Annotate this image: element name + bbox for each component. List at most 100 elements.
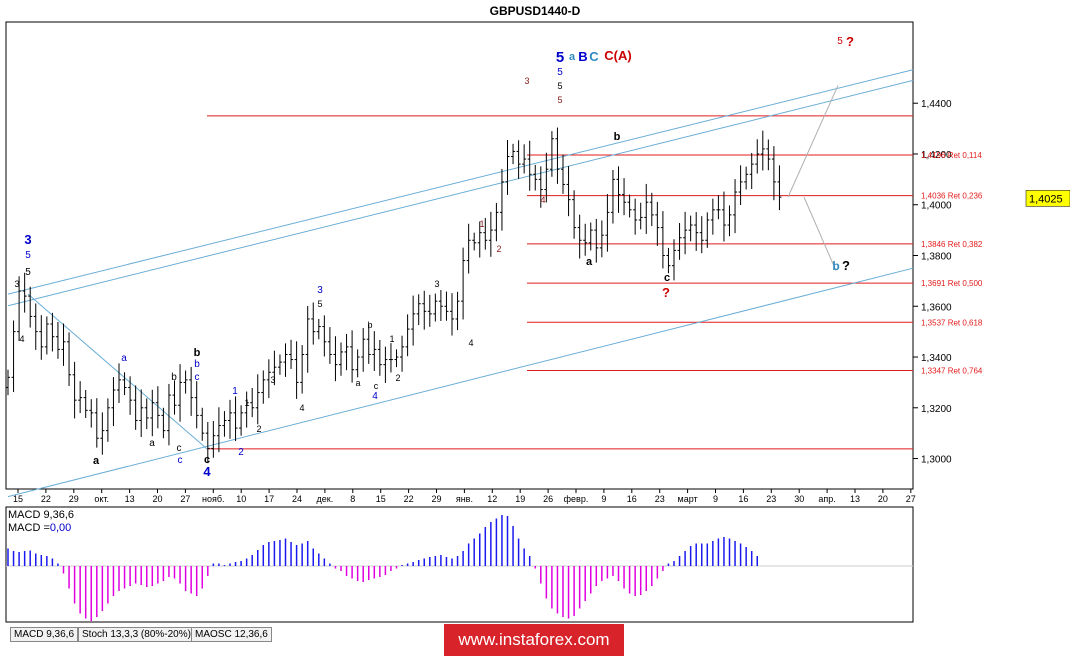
price-bar bbox=[416, 294, 421, 326]
price-bar bbox=[377, 340, 382, 376]
price-bar bbox=[333, 336, 338, 382]
price-bar bbox=[649, 192, 654, 227]
price-bar bbox=[666, 247, 671, 274]
time-tick-label: 29 bbox=[431, 494, 441, 504]
price-bar bbox=[683, 211, 688, 255]
price-bar bbox=[638, 202, 643, 230]
price-bar bbox=[366, 324, 371, 364]
time-tick-label: 30 bbox=[794, 494, 804, 504]
price-bar bbox=[255, 374, 260, 425]
fib-label: 1,3691 Ret 0,500 bbox=[921, 279, 983, 288]
price-bar bbox=[305, 306, 310, 373]
price-bar bbox=[266, 359, 271, 399]
price-bar bbox=[527, 140, 532, 191]
wave-label: 3 bbox=[14, 279, 19, 289]
wave-label: 5 bbox=[25, 250, 31, 261]
price-bar bbox=[738, 165, 743, 205]
price-bar bbox=[316, 318, 321, 340]
price-bar bbox=[205, 421, 210, 464]
tab-macd[interactable]: MACD 9,36,6 bbox=[10, 627, 79, 642]
price-bar bbox=[660, 211, 665, 269]
wave-label: 5 bbox=[557, 95, 562, 105]
price-bar bbox=[161, 407, 166, 439]
price-bar bbox=[105, 398, 110, 442]
price-bar bbox=[144, 398, 149, 430]
price-panel-frame bbox=[5, 21, 914, 490]
wave-label: 1 bbox=[244, 398, 249, 408]
time-tick-label: 19 bbox=[515, 494, 525, 504]
watermark-banner[interactable]: www.instaforex.com bbox=[444, 624, 624, 656]
price-bar bbox=[261, 370, 266, 404]
price-bar bbox=[67, 332, 72, 386]
time-tick-label: 9 bbox=[601, 494, 606, 504]
tab-stoch[interactable]: Stoch 13,3,3 (80%-20%) bbox=[78, 627, 195, 642]
macd-histogram bbox=[6, 515, 913, 621]
price-bar bbox=[33, 303, 38, 350]
wave-label: a bbox=[355, 378, 360, 388]
price-bar bbox=[622, 178, 627, 216]
wave-label: ? bbox=[842, 258, 850, 273]
price-bar bbox=[55, 321, 60, 359]
price-bar bbox=[44, 316, 49, 355]
price-bar bbox=[11, 320, 16, 393]
price-bar bbox=[655, 201, 660, 246]
price-bar bbox=[194, 381, 199, 429]
wave-label: b bbox=[171, 372, 177, 383]
wave-label: 5 bbox=[837, 36, 843, 47]
price-tick-label: 1,3600 bbox=[921, 302, 952, 313]
price-bar bbox=[250, 387, 255, 418]
wave-label: 5 bbox=[557, 67, 563, 78]
price-bar bbox=[327, 327, 332, 364]
projection-down-line bbox=[803, 196, 837, 271]
price-bar bbox=[644, 183, 649, 234]
time-tick-label: 13 bbox=[850, 494, 860, 504]
time-tick-label: 8 bbox=[350, 494, 355, 504]
price-bar bbox=[522, 144, 527, 174]
time-tick-label: 20 bbox=[878, 494, 888, 504]
price-bar bbox=[744, 166, 749, 190]
wave-label: 4 bbox=[299, 403, 304, 413]
price-bar bbox=[339, 342, 343, 376]
price-bar bbox=[239, 405, 244, 436]
price-bar bbox=[222, 411, 227, 437]
time-tick-label: 16 bbox=[738, 494, 748, 504]
time-tick-label: 10 bbox=[236, 494, 246, 504]
time-tick-label: 15 bbox=[13, 494, 23, 504]
wave-label: 3 bbox=[434, 279, 439, 289]
price-bar bbox=[322, 315, 327, 357]
wave-label: 5 bbox=[556, 49, 564, 66]
time-tick-label: апр. bbox=[818, 494, 835, 504]
price-bar bbox=[461, 247, 466, 320]
price-bar bbox=[721, 191, 726, 242]
time-tick-label: 9 bbox=[713, 494, 718, 504]
price-bar bbox=[494, 202, 499, 242]
wave-label: 3 bbox=[524, 76, 529, 86]
price-axis: 1,4400 1,4200 1,4000 1,3800 1,3600 1,3400 1,32… bbox=[913, 99, 952, 466]
time-axis: 15 22 29 окт. 13 20 27 нояб. 10 17 24 дек. 8 15 22 29 ян… bbox=[13, 489, 916, 504]
price-bar bbox=[716, 195, 721, 220]
time-tick-label: янв. bbox=[456, 494, 473, 504]
price-bar bbox=[50, 312, 55, 352]
tab-maosc[interactable]: MAOSC 12,36,6 bbox=[191, 627, 272, 642]
price-bar bbox=[394, 349, 399, 368]
price-bar bbox=[577, 214, 582, 259]
price-bar bbox=[444, 291, 449, 321]
current-price-box bbox=[1025, 190, 1070, 207]
macd-value-prefix: MACD = bbox=[8, 522, 50, 534]
wave-label: c bbox=[177, 443, 182, 454]
price-bar bbox=[361, 328, 366, 372]
channel-lower-line bbox=[7, 267, 914, 498]
price-bar bbox=[150, 389, 155, 437]
channel-upper-parallel bbox=[7, 79, 914, 307]
wave-label: 3 bbox=[270, 375, 275, 385]
time-tick-label: 17 bbox=[264, 494, 274, 504]
wave-label: 1 bbox=[232, 386, 238, 397]
wave-label: 2 bbox=[395, 373, 400, 383]
price-bar bbox=[166, 383, 171, 446]
price-bar bbox=[505, 140, 510, 195]
wave-label: C bbox=[589, 49, 599, 64]
wave-label: 5 bbox=[25, 267, 31, 278]
fib-label: 1,4036 Ret 0,236 bbox=[921, 192, 983, 201]
price-bar bbox=[760, 130, 765, 171]
